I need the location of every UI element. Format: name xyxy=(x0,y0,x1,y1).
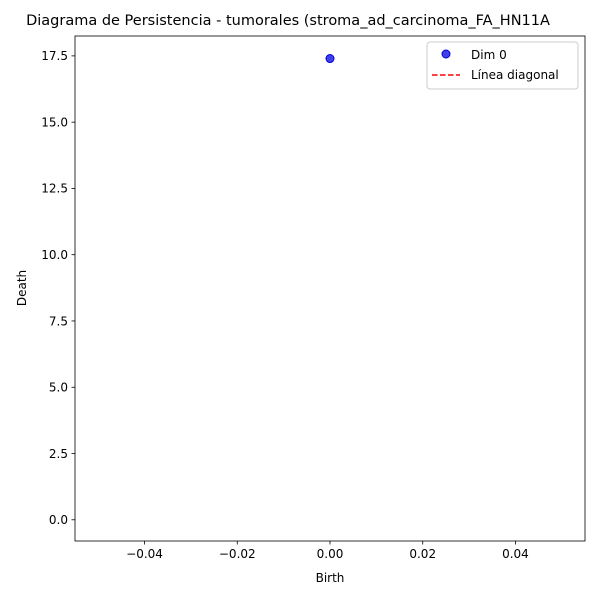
plot-area xyxy=(74,35,586,542)
legend-label-dim-0: Dim 0 xyxy=(471,48,507,62)
y-tick-label: 7.5 xyxy=(49,314,68,328)
y-tick-label: 0.0 xyxy=(49,513,68,527)
y-tick-label: 15.0 xyxy=(41,115,68,129)
x-axis: −0.04 −0.02 0.00 0.02 0.04 xyxy=(126,541,529,561)
y-tick-label: 2.5 xyxy=(49,447,68,461)
y-axis-label: Death xyxy=(15,270,29,306)
x-tick-label: −0.04 xyxy=(126,547,163,561)
y-tick-label: 10.0 xyxy=(41,248,68,262)
x-tick-label: −0.02 xyxy=(219,547,256,561)
chart-title: Diagrama de Persistencia - tumorales (st… xyxy=(26,13,550,29)
x-tick-label: 0.02 xyxy=(409,547,436,561)
legend: Dim 0 Línea diagonal xyxy=(426,41,579,90)
x-tick-label: 0.00 xyxy=(317,547,344,561)
legend-box xyxy=(426,41,579,90)
y-tick-label: 17.5 xyxy=(41,49,68,63)
data-point-dim-0 xyxy=(325,54,335,64)
y-tick-label: 5.0 xyxy=(49,381,68,395)
legend-label-diagonal: Línea diagonal xyxy=(471,68,559,82)
x-axis-label: Birth xyxy=(316,571,345,585)
y-tick-label: 12.5 xyxy=(41,182,68,196)
x-tick-label: 0.04 xyxy=(502,547,529,561)
data-marks xyxy=(325,54,335,64)
y-axis: 0.0 2.5 5.0 7.5 10.0 12.5 15.0 17.5 xyxy=(41,49,75,527)
legend-marker-dim-0 xyxy=(441,49,451,59)
